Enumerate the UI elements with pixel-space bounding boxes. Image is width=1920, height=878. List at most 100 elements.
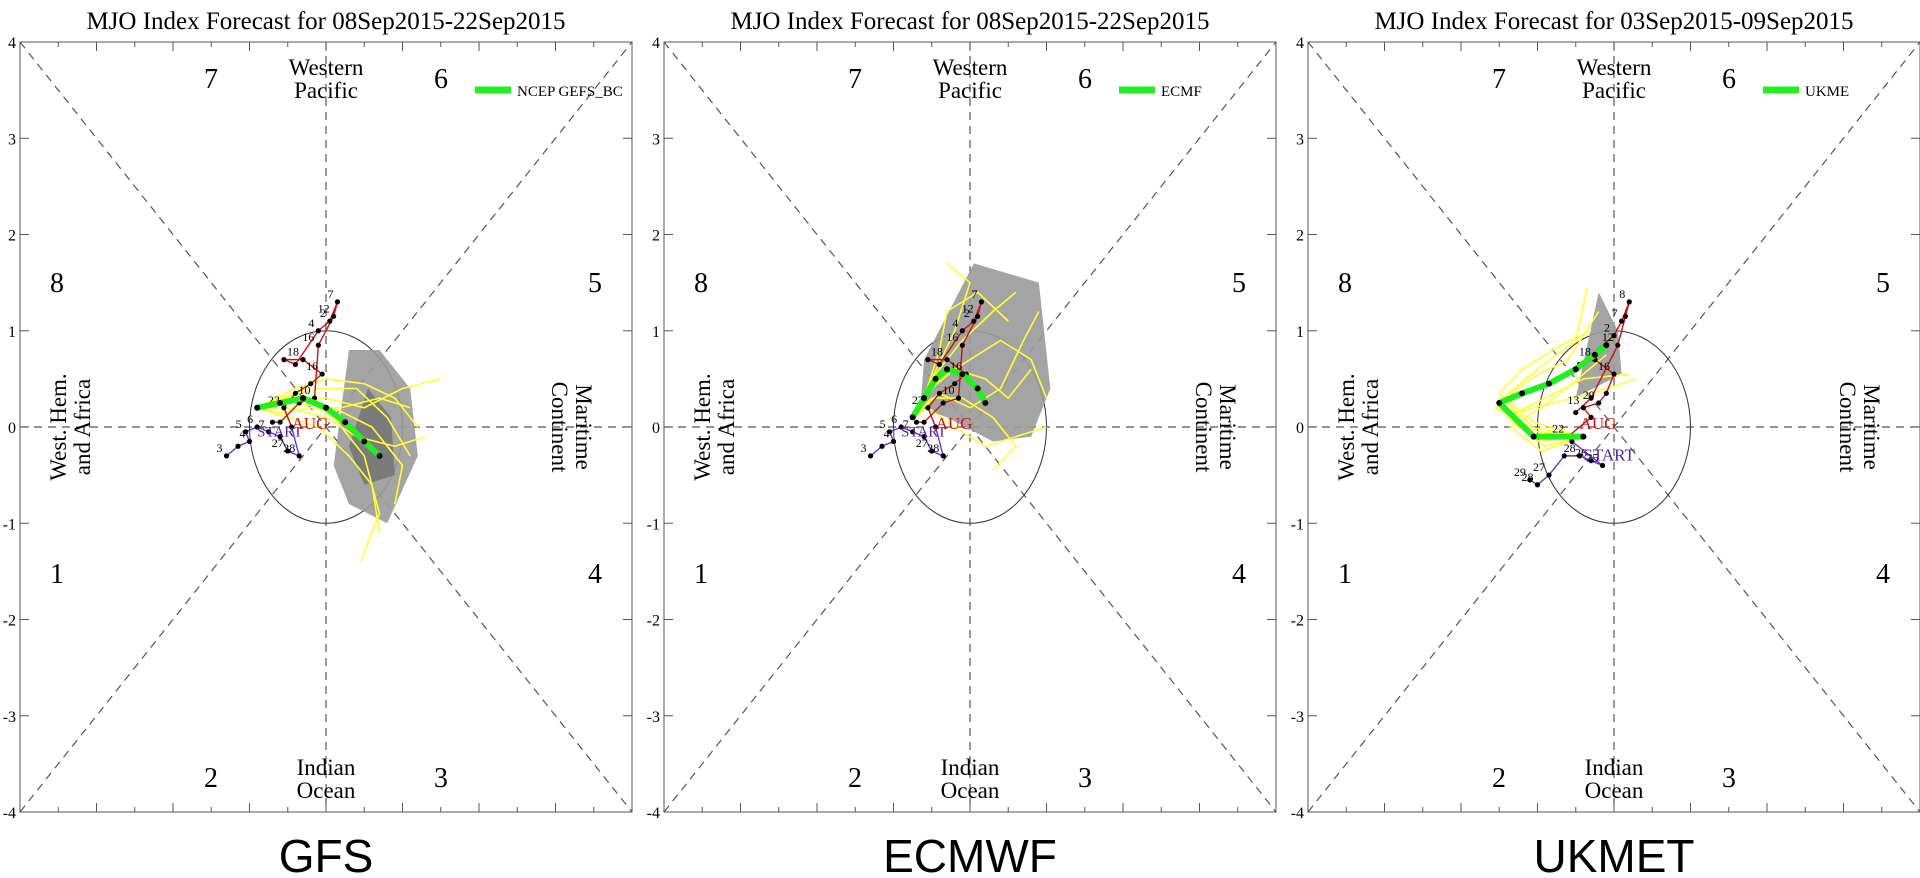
region-label-top: Western (289, 55, 364, 80)
observed-day-label: 5 (236, 417, 242, 431)
start-label: START (257, 425, 302, 441)
observed-day-label: 28 (283, 441, 295, 455)
y-tick-label: 4 (8, 35, 16, 52)
ensemble-mean-point (944, 366, 951, 373)
observed-point (1626, 299, 1632, 305)
month-label: AUG (1580, 414, 1617, 433)
observed-day-label: 16 (946, 330, 958, 344)
observed-point (246, 438, 253, 445)
legend-label: NCEP GEFS_BC (517, 84, 623, 100)
observed-point (921, 434, 927, 440)
observed-point (254, 424, 260, 430)
observed-point (929, 448, 935, 454)
observed-point (292, 390, 298, 396)
region-label-left-line: West. Hem. (690, 373, 715, 480)
observed-day-label: 6 (247, 412, 253, 426)
observed-day-label: 3 (217, 441, 223, 455)
observed-point (1615, 342, 1621, 348)
phase-label-3: 3 (1078, 763, 1092, 794)
y-tick-label: -4 (3, 805, 16, 822)
observed-point (243, 429, 249, 435)
y-tick-label: -2 (1291, 613, 1304, 630)
ensemble-mean-line (1496, 342, 1609, 440)
observed-point (319, 371, 325, 377)
observed-point (940, 453, 946, 459)
observed-point (1576, 453, 1583, 459)
observed-day-label: 5 (880, 417, 886, 431)
region-label-bottom: Indian (1585, 755, 1644, 780)
region-label-bottom: Ocean (941, 778, 1000, 803)
ensemble-mean-point (909, 414, 916, 421)
ensemble-mean-point (323, 404, 329, 411)
region-label-top: Western (1577, 55, 1652, 80)
observed-day-label: 13 (1567, 393, 1579, 407)
observed-point (288, 424, 295, 430)
y-tick-label: 1 (1296, 324, 1304, 341)
region-label-top: Pacific (1582, 78, 1646, 103)
y-tick-label: -1 (1291, 516, 1304, 533)
observed-day-label: 4 (952, 316, 958, 330)
y-tick-label: 0 (1296, 420, 1304, 437)
observed-path-early (870, 426, 945, 458)
region-label-left-line: and Africa (1358, 379, 1383, 475)
ensemble-mean-point (974, 385, 981, 392)
observed-point (898, 424, 904, 430)
month-label: AUG (936, 414, 973, 433)
observed-day-label: 29 (1583, 388, 1595, 402)
y-tick-label: -3 (1291, 709, 1304, 726)
legend-label: ECMF (1161, 84, 1202, 100)
observed-day-label: 28 (927, 441, 939, 455)
region-label-bottom: Ocean (1585, 778, 1644, 803)
observed-point (300, 357, 306, 363)
ensemble-member-line (1501, 287, 1589, 438)
panel-title: MJO Index Forecast for 03Sep2015-09Sep20… (1374, 8, 1853, 35)
region-label-top: Pacific (294, 78, 358, 103)
observed-point (910, 429, 916, 435)
y-tick-label: 3 (1296, 131, 1304, 148)
observed-day-label: 7 (259, 417, 265, 431)
observed-point (327, 318, 333, 324)
observed-day-label: 4 (884, 426, 890, 440)
observed-point (296, 453, 302, 459)
observed-point (1603, 390, 1609, 396)
observed-point (975, 313, 981, 319)
observed-day-label: 2 (1604, 321, 1610, 335)
region-label-right-line: Continent (1191, 382, 1216, 473)
y-tick-label: 0 (652, 420, 660, 437)
region-label-left: West. Hem. and Africa (46, 373, 95, 480)
observed-point (235, 443, 241, 449)
observed-point (1580, 405, 1586, 411)
region-label-bottom: Indian (297, 755, 356, 780)
y-tick-label: 4 (652, 35, 660, 52)
region-label-left: West. Hem. and Africa (1334, 373, 1383, 480)
observed-point (890, 438, 897, 445)
phase-label-6: 6 (1722, 64, 1736, 95)
y-tick-label: 1 (652, 324, 660, 341)
observed-day-label: 22 (1552, 422, 1564, 436)
observed-point (292, 361, 298, 368)
phase-label-2: 2 (848, 763, 862, 794)
observed-day-label: 28 (1564, 441, 1576, 455)
observed-day-label: 2 (964, 306, 970, 320)
month-label: AUG (292, 414, 329, 433)
phase-label-1: 1 (50, 559, 64, 590)
observed-day-label: 18 (287, 345, 299, 359)
y-tick-label: 2 (652, 228, 660, 245)
observed-point (1611, 332, 1617, 339)
ensemble-mean-point (342, 419, 349, 426)
observed-point (266, 429, 272, 435)
observed-day-label: 10 (299, 383, 311, 397)
observed-point (331, 313, 337, 319)
observed-day-label: 10 (943, 383, 955, 397)
observed-point (1588, 414, 1594, 420)
ensemble-mean-point (1603, 342, 1610, 349)
y-tick-label: -4 (647, 805, 660, 822)
observed-day-label: 26 (1575, 446, 1587, 460)
observed-point (978, 299, 985, 305)
phase-label-3: 3 (434, 763, 448, 794)
y-tick-label: 2 (1296, 228, 1304, 245)
observed-point (1611, 371, 1617, 377)
y-tick-label: 0 (8, 420, 16, 437)
observed-point (959, 328, 965, 334)
